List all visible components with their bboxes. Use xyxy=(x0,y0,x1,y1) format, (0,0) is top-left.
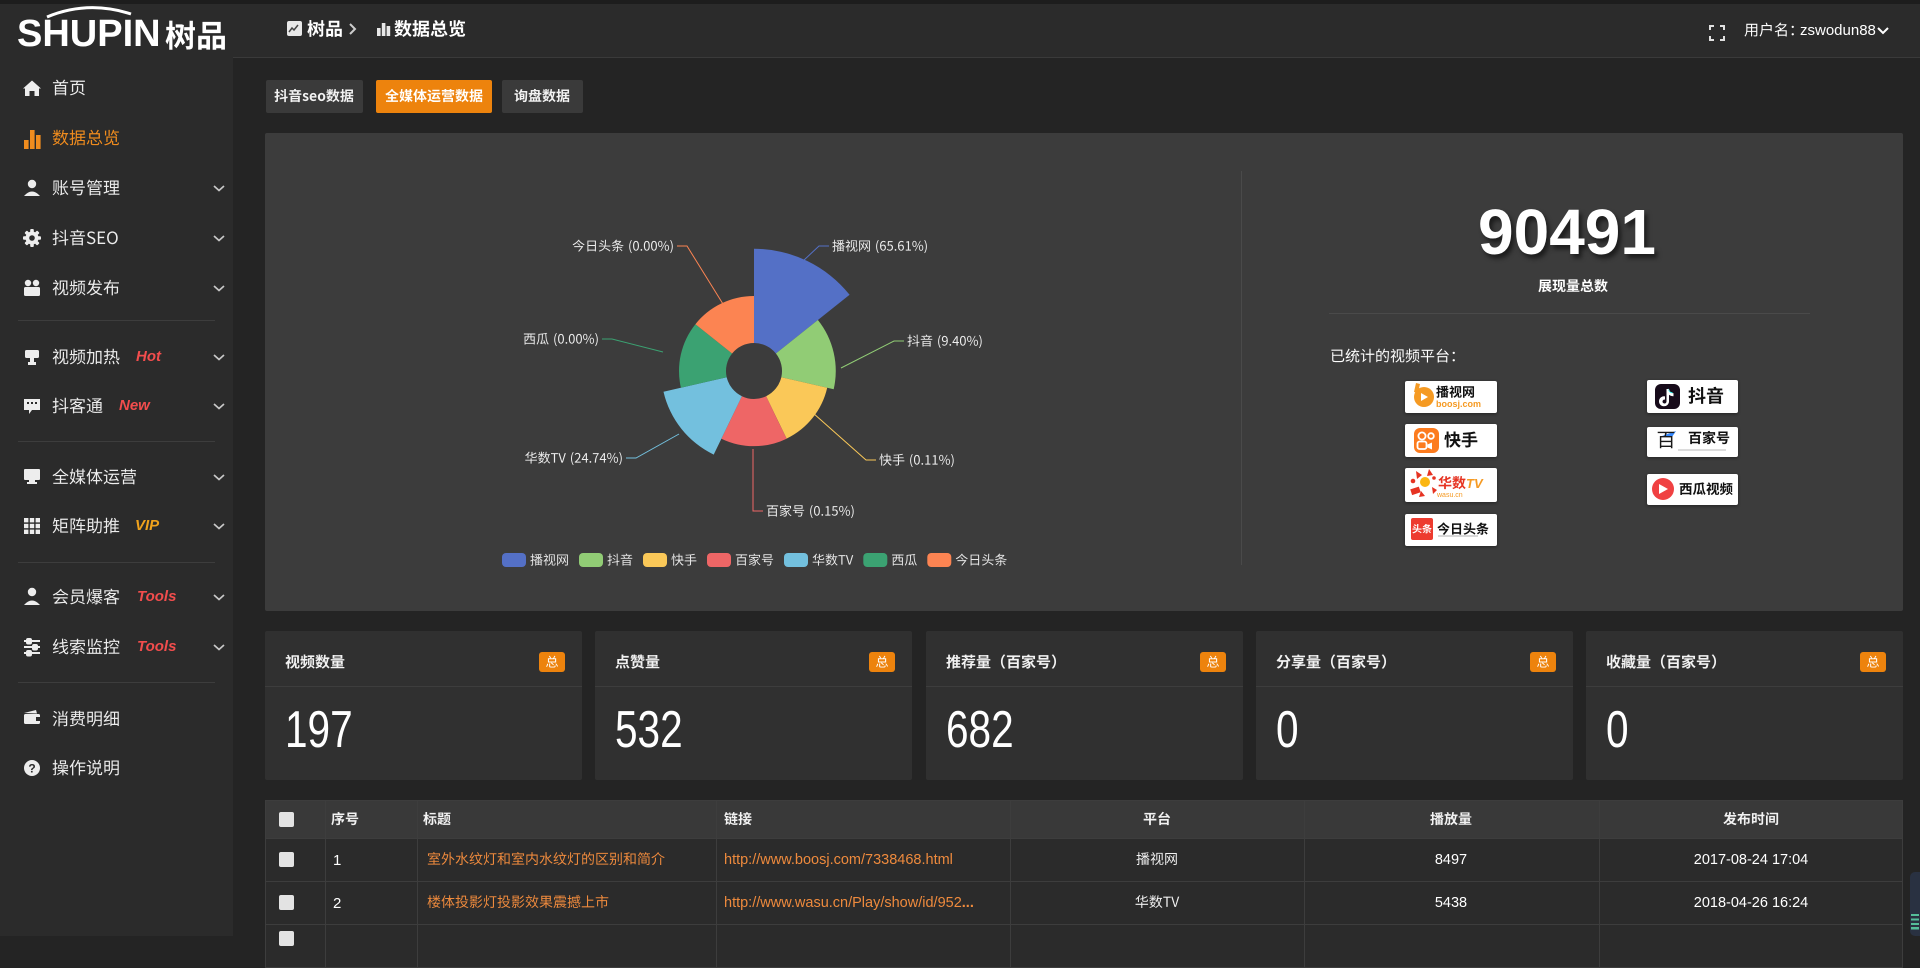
svg-text:wasu.cn: wasu.cn xyxy=(1436,492,1463,499)
svg-text:TV: TV xyxy=(1466,476,1484,491)
svg-text:?: ? xyxy=(28,762,35,776)
svg-text:boosj.com: boosj.com xyxy=(1436,399,1481,409)
